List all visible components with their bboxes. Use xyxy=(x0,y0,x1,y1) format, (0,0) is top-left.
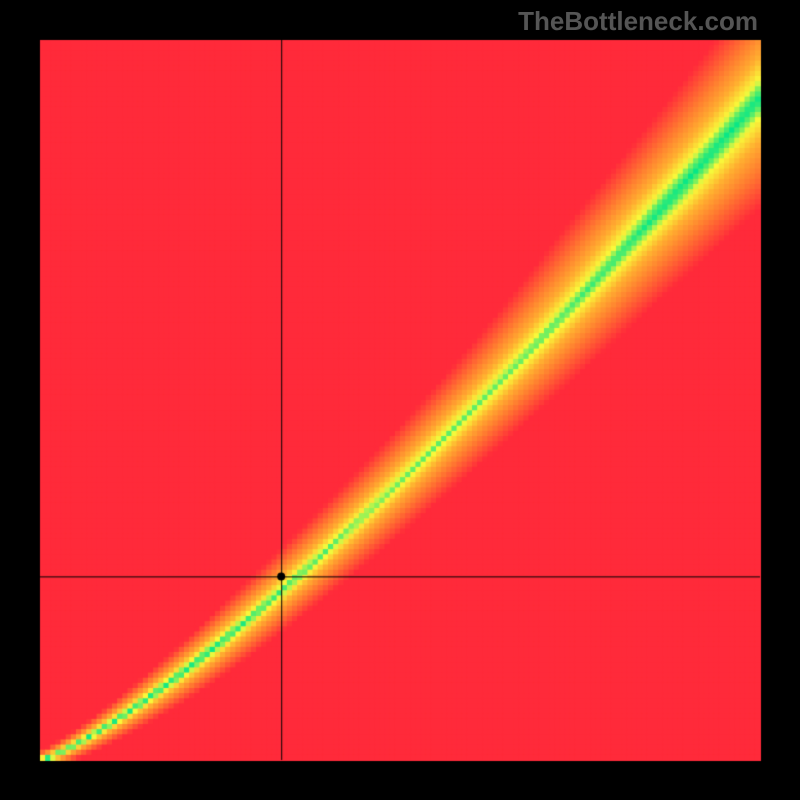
watermark-text: TheBottleneck.com xyxy=(518,6,758,37)
chart-container: TheBottleneck.com xyxy=(0,0,800,800)
bottleneck-heatmap xyxy=(0,0,800,800)
